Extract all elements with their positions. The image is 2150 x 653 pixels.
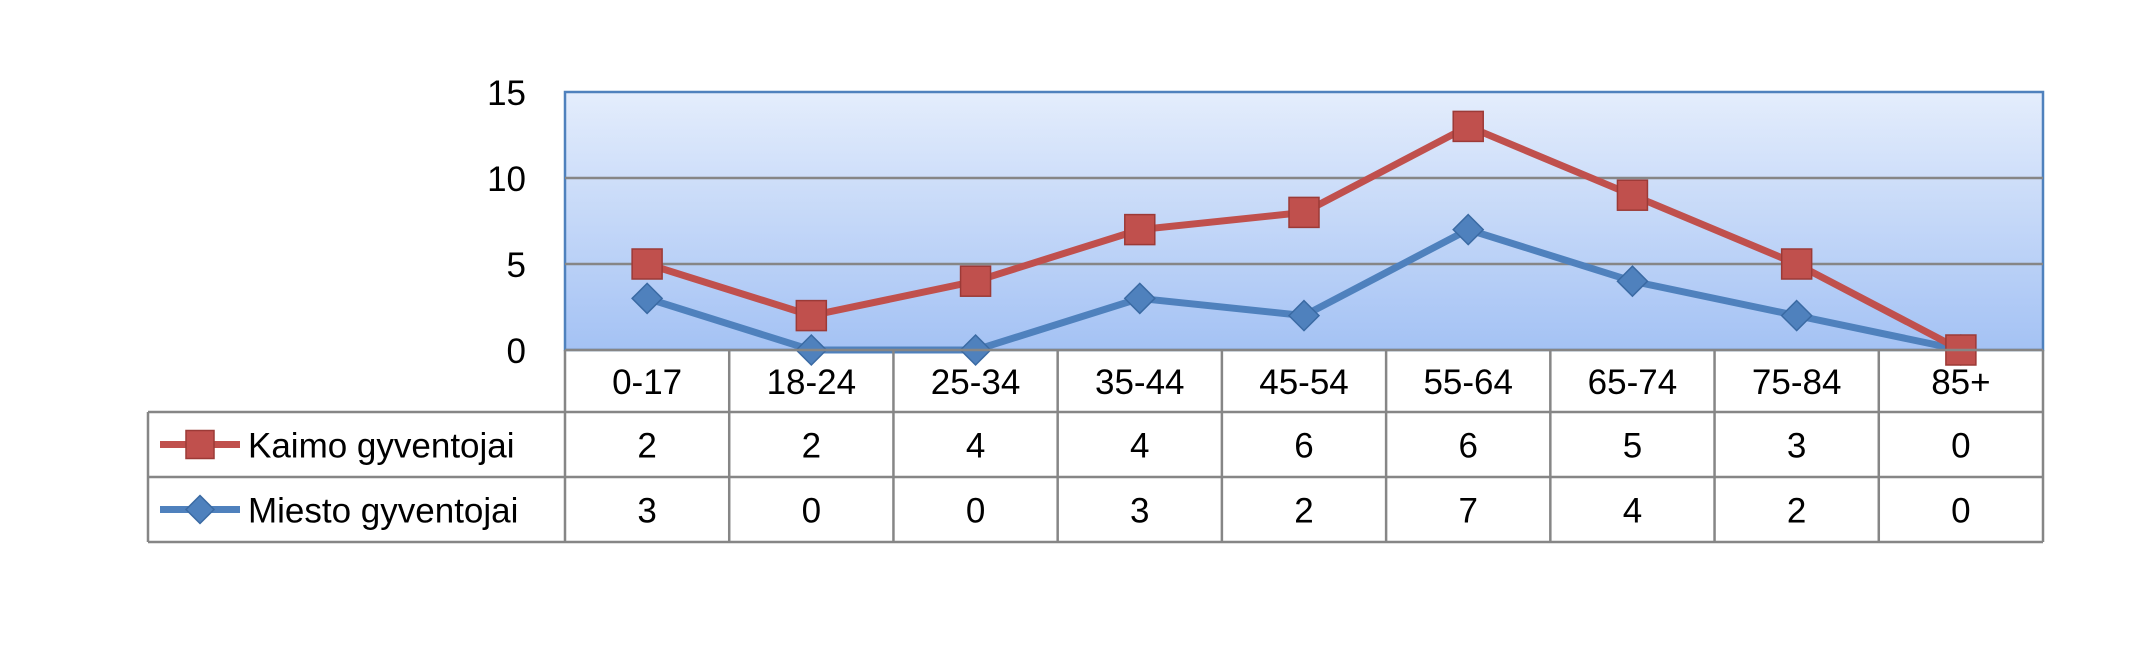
table-cell-value: 3 bbox=[1787, 427, 1806, 466]
table-cell-value: 0 bbox=[1951, 427, 1970, 466]
table-cell-value: 0 bbox=[802, 492, 821, 531]
data-table: 0-17 18-24 25-34 35-44 45-54 55-64 65-74 75-84 8… bbox=[146, 348, 2045, 544]
x-tick-label: 18-24 bbox=[767, 363, 857, 402]
data-point-diamond bbox=[1780, 299, 1813, 332]
y-tick-label: 10 bbox=[487, 160, 526, 199]
series-name-label: Kaimo gyventojai bbox=[248, 427, 515, 466]
data-point-square bbox=[959, 265, 992, 297]
data-point-square bbox=[1616, 179, 1649, 211]
y-axis-ticks: 0 5 10 15 bbox=[487, 74, 526, 371]
x-tick-label: 85+ bbox=[1931, 363, 1990, 402]
table-cell-value: 5 bbox=[1623, 427, 1642, 466]
data-point-diamond bbox=[631, 282, 664, 315]
data-point-diamond bbox=[1616, 265, 1649, 298]
table-cell-value: 0 bbox=[1951, 492, 1970, 531]
data-point-square bbox=[1124, 213, 1156, 246]
y-tick-label: 0 bbox=[507, 332, 526, 371]
y-tick-label: 5 bbox=[507, 246, 526, 285]
x-tick-label: 35-44 bbox=[1095, 363, 1185, 402]
x-tick-label: 55-64 bbox=[1423, 363, 1513, 402]
x-tick-label: 65-74 bbox=[1588, 363, 1678, 402]
table-cell-value: 4 bbox=[966, 427, 985, 466]
series-name-label: Miesto gyventojai bbox=[248, 492, 518, 531]
table-cell-value: 3 bbox=[637, 492, 656, 531]
x-tick-label: 75-84 bbox=[1752, 363, 1842, 402]
table-cell-value: 6 bbox=[1458, 427, 1477, 466]
data-point-square bbox=[1288, 196, 1320, 229]
table-cell-value: 2 bbox=[802, 427, 821, 466]
table-cell-value: 4 bbox=[1623, 492, 1642, 531]
legend-key-square-marker bbox=[185, 429, 215, 460]
x-tick-label: 45-54 bbox=[1259, 363, 1349, 402]
x-tick-label: 25-34 bbox=[931, 363, 1021, 402]
table-cell-value: 0 bbox=[966, 492, 985, 531]
table-cell-value: 2 bbox=[637, 427, 656, 466]
table-cell-value: 7 bbox=[1458, 492, 1477, 531]
data-point-diamond bbox=[1452, 213, 1485, 246]
y-tick-label: 15 bbox=[487, 74, 526, 113]
data-point-square bbox=[1780, 248, 1813, 280]
table-cell-value: 6 bbox=[1294, 427, 1313, 466]
table-cell-value: 2 bbox=[1787, 492, 1806, 531]
data-point-diamond bbox=[1123, 282, 1156, 315]
data-point-square bbox=[795, 299, 828, 332]
table-cell-value: 3 bbox=[1130, 492, 1149, 531]
x-tick-label: 0-17 bbox=[612, 363, 682, 402]
data-point-square bbox=[631, 248, 663, 280]
data-point-square bbox=[1452, 110, 1484, 143]
legend-key-diamond-marker bbox=[184, 494, 216, 525]
table-cell-value: 4 bbox=[1130, 427, 1149, 466]
table-cell-value: 2 bbox=[1294, 492, 1313, 531]
data-point-diamond bbox=[1287, 299, 1321, 332]
